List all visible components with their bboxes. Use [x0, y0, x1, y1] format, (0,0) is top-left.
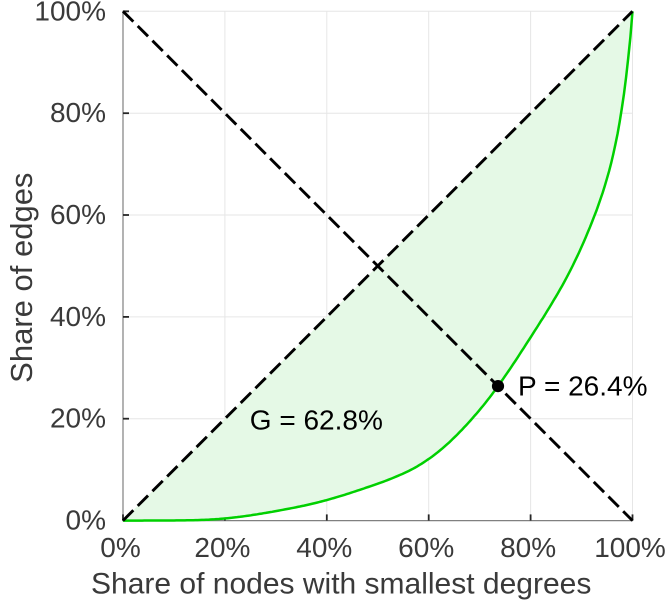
svg-text:80%: 80%	[50, 97, 106, 128]
svg-text:40%: 40%	[50, 301, 106, 332]
svg-text:0%: 0%	[66, 505, 106, 536]
svg-text:G = 62.8%: G = 62.8%	[250, 405, 383, 436]
svg-text:P = 26.4%: P = 26.4%	[518, 371, 647, 402]
svg-text:Share of edges: Share of edges	[4, 173, 39, 383]
svg-text:20%: 20%	[194, 532, 250, 563]
svg-text:0%: 0%	[100, 532, 140, 563]
svg-text:40%: 40%	[296, 532, 352, 563]
svg-text:100%: 100%	[34, 0, 106, 26]
svg-text:20%: 20%	[50, 403, 106, 434]
svg-text:100%: 100%	[594, 532, 666, 563]
svg-text:60%: 60%	[50, 199, 106, 230]
svg-text:80%: 80%	[500, 532, 556, 563]
svg-text:Share of nodes with smallest d: Share of nodes with smallest degrees	[91, 567, 591, 600]
svg-text:60%: 60%	[398, 532, 454, 563]
